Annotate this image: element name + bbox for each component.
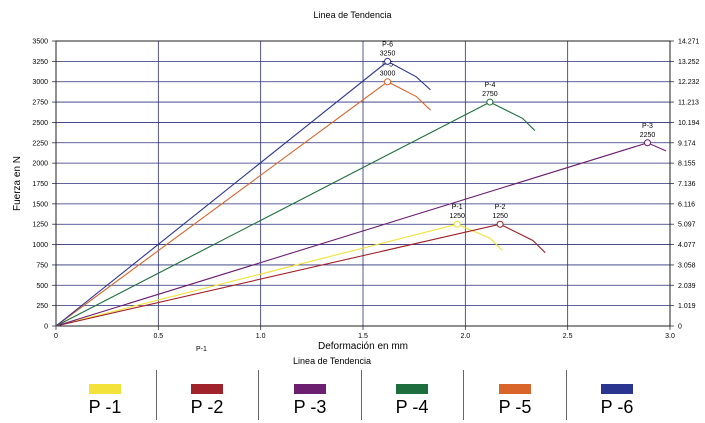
legend: P -1 P -2 P -3 P -4 P -5 P -6 <box>0 368 705 423</box>
legend-swatch-p2 <box>191 384 223 394</box>
peak-value-p6: 3250 <box>380 50 396 57</box>
legend-swatch-p1 <box>89 384 121 394</box>
y2-tick-label: 10.194 <box>678 120 700 127</box>
y-tick-label: 1250 <box>32 222 48 229</box>
legend-label-p1: P -1 <box>88 397 122 417</box>
peak-value-p2: 1250 <box>492 213 508 220</box>
legend-divider <box>361 370 362 420</box>
bottom-caption: Linea de Tendencia <box>293 356 371 366</box>
y-tick-label: 1500 <box>32 201 48 208</box>
legend-item-p5: P -5 <box>464 368 566 423</box>
y2-tick-label: 0 <box>678 324 682 331</box>
y2-tick-label: 11.213 <box>678 100 699 107</box>
y2-tick-label: 1.019 <box>678 303 696 310</box>
x-tick-label: 2.5 <box>563 333 573 340</box>
legend-label-p6: P -6 <box>600 397 634 417</box>
series-line-p6 <box>55 60 431 327</box>
peak-label-p3: P-3 <box>642 123 653 130</box>
x-tick-label: 2.0 <box>460 333 470 340</box>
y2-tick-label: 5.097 <box>678 222 696 229</box>
legend-label-p5: P -5 <box>498 397 532 417</box>
peak-marker-p2 <box>496 220 504 228</box>
series-line-p5 <box>55 81 431 327</box>
y2-tick-label: 7.136 <box>678 181 696 188</box>
peak-label-p4: P-4 <box>484 82 495 89</box>
y2-tick-label: 2.039 <box>678 283 696 290</box>
peak-label-p2: P-2 <box>495 204 506 211</box>
y2-tick-label: 14.271 <box>678 39 700 46</box>
peak-value-p4: 2750 <box>482 91 498 98</box>
peak-value-p3: 2250 <box>640 132 656 139</box>
y-axis-title: Fuerza en N <box>12 156 23 211</box>
legend-item-p2: P -2 <box>156 368 258 423</box>
peak-marker-p6 <box>384 57 392 65</box>
legend-label-p3: P -3 <box>293 397 327 417</box>
peak-label-p6: P-6 <box>382 41 393 48</box>
legend-label-p2: P -2 <box>190 397 224 417</box>
y2-tick-label: 13.252 <box>678 59 700 66</box>
y-tick-label: 750 <box>36 262 48 269</box>
y-tick-label: 2750 <box>32 100 48 107</box>
legend-swatch-p6 <box>601 384 633 394</box>
peak-marker-p1 <box>453 220 461 228</box>
x-tick-label: 3.0 <box>665 333 675 340</box>
y-tick-label: 250 <box>36 303 48 310</box>
y-tick-label: 3250 <box>32 59 48 66</box>
legend-swatch-p5 <box>499 384 531 394</box>
legend-item-p1: P -1 <box>54 368 156 423</box>
y-tick-label: 1750 <box>32 181 48 188</box>
y2-tick-label: 6.116 <box>678 201 695 208</box>
axis-mark-label: P-1 <box>196 346 207 353</box>
x-tick-label: 1.5 <box>358 333 368 340</box>
y-tick-label: 3500 <box>32 39 48 46</box>
x-tick-label: 1.0 <box>256 333 266 340</box>
y2-tick-label: 12.232 <box>678 79 700 86</box>
series-line-p4 <box>55 101 536 327</box>
legend-divider <box>463 370 464 420</box>
series-line-p2 <box>55 223 546 327</box>
y-tick-label: 0 <box>44 324 48 331</box>
peak-marker-p4 <box>486 98 494 106</box>
legend-item-p6: P -6 <box>566 368 668 423</box>
peak-value-p5: 3000 <box>380 71 396 78</box>
series-line-p3 <box>55 142 667 327</box>
y-tick-label: 2500 <box>32 120 48 127</box>
y-tick-label: 3000 <box>32 79 48 86</box>
peak-marker-p5 <box>384 78 392 86</box>
peak-label-p1: P-1 <box>452 204 463 211</box>
y2-tick-label: 9.174 <box>678 140 696 147</box>
series-line-p1 <box>55 223 503 327</box>
legend-divider <box>566 370 567 420</box>
legend-item-p3: P -3 <box>259 368 361 423</box>
y-tick-label: 2250 <box>32 140 48 147</box>
legend-swatch-p3 <box>294 384 326 394</box>
peak-label-p5: P-5 <box>382 62 393 69</box>
y-tick-label: 500 <box>36 283 48 290</box>
x-tick-label: 0 <box>54 333 58 340</box>
plot-frame <box>55 40 671 327</box>
legend-label-p4: P -4 <box>395 397 429 417</box>
legend-item-p4: P -4 <box>361 368 463 423</box>
y-tick-label: 2000 <box>32 161 48 168</box>
y2-tick-label: 4.077 <box>678 242 696 249</box>
y-tick-label: 1000 <box>32 242 48 249</box>
chart-title: Linea de Tendencia <box>313 10 392 20</box>
legend-divider <box>258 370 259 420</box>
y2-tick-label: 8.155 <box>678 161 696 168</box>
y2-tick-label: 3.058 <box>678 262 696 269</box>
peak-value-p1: 1250 <box>449 213 465 220</box>
x-tick-label: 0.5 <box>153 333 163 340</box>
x-axis-title: Deformación en mm <box>318 341 408 352</box>
legend-swatch-p4 <box>396 384 428 394</box>
legend-divider <box>156 370 157 420</box>
peak-marker-p3 <box>643 139 651 147</box>
